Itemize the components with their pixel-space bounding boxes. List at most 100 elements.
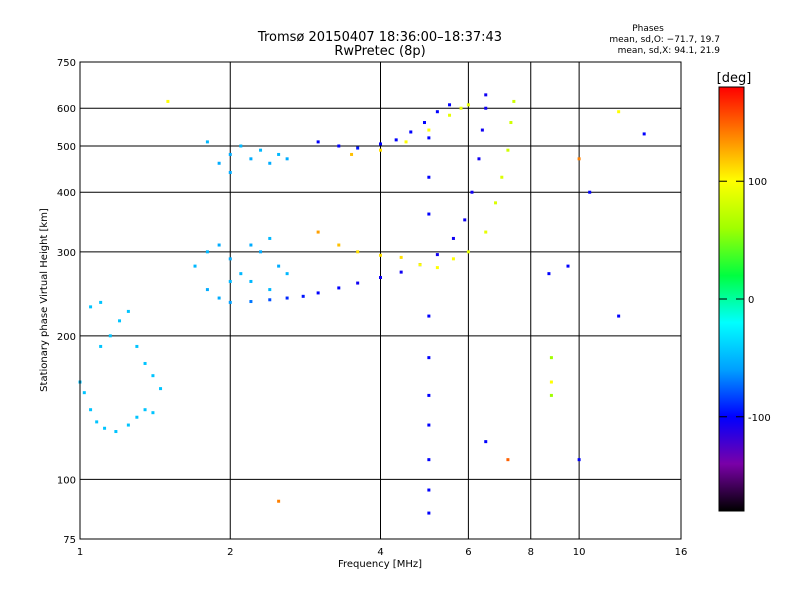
data-point <box>547 272 551 276</box>
data-point <box>151 374 155 378</box>
data-point <box>268 288 272 292</box>
data-point <box>205 140 209 144</box>
data-point <box>427 175 431 179</box>
data-point <box>448 113 452 117</box>
data-point <box>268 161 272 165</box>
x-tick-label: 8 <box>528 547 534 558</box>
x-tick-label: 6 <box>465 547 471 558</box>
data-point <box>577 458 581 462</box>
data-point <box>459 106 463 110</box>
data-point <box>228 300 232 304</box>
data-point <box>285 157 289 161</box>
data-point <box>549 356 553 360</box>
y-tick-label: 500 <box>57 142 76 153</box>
y-tick-label: 75 <box>63 535 76 546</box>
y-tick-label: 300 <box>57 248 76 259</box>
data-point <box>228 152 232 156</box>
data-point <box>409 130 413 134</box>
data-point <box>217 161 221 165</box>
data-point <box>217 243 221 247</box>
data-point <box>277 264 281 268</box>
title-block: Tromsø 20150407 18:36:00–18:37:43 RwPret… <box>257 30 502 59</box>
data-point <box>95 420 99 424</box>
data-point <box>566 264 570 268</box>
data-point <box>249 279 253 283</box>
plot-frame <box>79 61 682 540</box>
x-tick-label: 1 <box>77 547 83 558</box>
data-point <box>484 106 488 110</box>
data-point <box>337 286 341 290</box>
y-tick-label: 600 <box>57 104 76 115</box>
data-point <box>577 157 581 161</box>
data-point <box>239 144 243 148</box>
data-point <box>379 276 382 280</box>
phase-stats-o: mean, sd,O: −71.7, 19.7 <box>609 35 720 45</box>
data-point <box>337 243 341 247</box>
data-point <box>268 298 272 302</box>
data-point <box>89 408 93 412</box>
data-point <box>588 190 592 194</box>
data-point <box>217 296 221 300</box>
x-tick-label: 4 <box>377 547 383 558</box>
data-point <box>82 391 86 395</box>
data-point <box>427 423 431 427</box>
data-point <box>118 319 122 323</box>
data-point <box>228 279 232 283</box>
data-point <box>484 230 488 234</box>
y-tick-label: 400 <box>57 188 76 199</box>
data-point <box>617 314 621 318</box>
data-points <box>78 93 646 515</box>
data-point <box>427 136 431 140</box>
data-point <box>427 212 431 216</box>
data-point <box>422 121 426 125</box>
data-point <box>500 175 504 179</box>
data-point <box>484 440 488 444</box>
data-point <box>477 157 481 161</box>
data-point <box>316 140 320 144</box>
y-tick-label: 750 <box>57 58 76 69</box>
y-axis-label: Stationary phase Virtual Height [km] <box>39 208 50 392</box>
data-point <box>399 270 403 274</box>
data-point <box>466 250 470 254</box>
data-point <box>427 128 431 132</box>
data-point <box>259 250 263 254</box>
data-point <box>99 300 103 304</box>
data-point <box>480 128 484 132</box>
data-point <box>427 511 431 515</box>
data-point <box>404 140 408 144</box>
x-tick-label: 2 <box>227 547 233 558</box>
colorbar-label: [deg] <box>717 71 752 86</box>
data-point <box>463 218 467 222</box>
colorbar-tick-label: 0 <box>748 295 754 306</box>
data-point <box>427 488 431 492</box>
data-point <box>114 430 118 434</box>
data-point <box>470 190 474 194</box>
data-point <box>205 288 209 292</box>
data-point <box>108 334 112 338</box>
data-point <box>228 170 232 174</box>
data-point <box>451 236 455 240</box>
data-point <box>249 300 253 304</box>
data-point <box>484 93 488 97</box>
colorbar-ticks: 100 0 -100 <box>719 177 771 424</box>
phase-stats-x: mean, sd,X: 94.1, 21.9 <box>618 46 721 56</box>
data-point <box>301 294 305 298</box>
data-point <box>126 309 130 313</box>
data-point <box>143 408 147 412</box>
data-point <box>549 393 553 397</box>
colorbar-tick-label: 100 <box>748 177 767 188</box>
data-point <box>277 152 281 156</box>
data-point <box>285 272 289 276</box>
x-axis-label: Frequency [MHz] <box>338 559 422 570</box>
data-point <box>506 458 510 462</box>
data-point <box>512 99 516 103</box>
colorbar: [deg] 100 0 -100 <box>717 71 771 512</box>
data-point <box>166 99 170 103</box>
data-point <box>427 356 431 360</box>
data-point <box>316 291 320 295</box>
data-point <box>135 344 139 348</box>
data-point <box>448 103 452 107</box>
phase-stats-heading: Phases <box>632 24 664 34</box>
data-point <box>316 230 320 234</box>
data-point <box>617 110 621 114</box>
